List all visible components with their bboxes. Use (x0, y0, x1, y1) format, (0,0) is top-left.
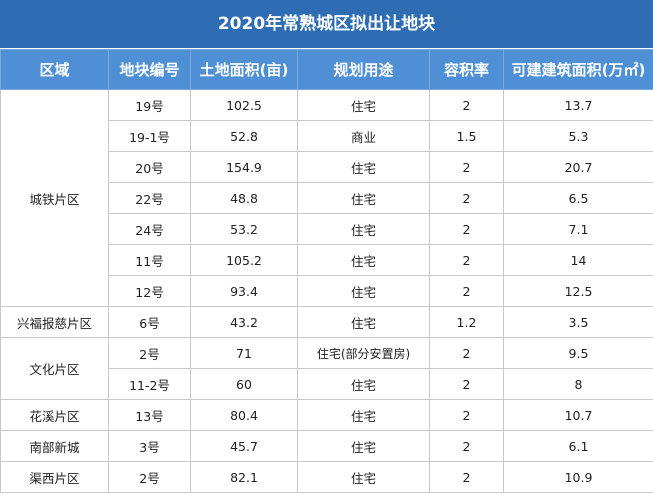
parcel-id-cell: 11-2号 (108, 368, 191, 400)
table-row: 城铁片区 19号 102.5 住宅 2 13.7 (0, 89, 653, 307)
floor-area-cell: 6.5 (503, 182, 653, 214)
usage-cell: 住宅 (297, 151, 430, 183)
plot-ratio-cell: 1.2 (429, 306, 504, 338)
header-district: 区域 (0, 49, 109, 90)
district-cell: 城铁片区 (0, 89, 109, 307)
land-area-cell: 80.4 (190, 399, 298, 431)
floor-area-cell: 5.3 (503, 120, 653, 152)
plot-ratio-cell: 2 (429, 89, 504, 121)
table-row: 22号 48.8 住宅 2 6.5 (1, 182, 653, 214)
land-area-cell: 48.8 (190, 182, 298, 214)
plot-ratio-cell: 2 (429, 182, 504, 214)
floor-area-cell: 14 (503, 244, 653, 276)
usage-cell: 住宅 (297, 89, 430, 121)
parcel-id-cell: 22号 (108, 182, 191, 214)
plot-ratio-cell: 2 (429, 368, 504, 400)
table-row: 花溪片区 13号 80.4 住宅 2 10.7 (0, 399, 653, 431)
header-floor-area: 可建建筑面积(万㎡) (503, 49, 653, 90)
parcel-id-cell: 20号 (108, 151, 191, 183)
land-area-cell: 53.2 (190, 213, 298, 245)
table-row: 11-2号 60 住宅 2 8 (1, 368, 653, 400)
header-row: 区域 地块编号 土地面积(亩) 规划用途 容积率 可建建筑面积(万㎡) (0, 49, 653, 90)
parcel-id-cell: 19-1号 (108, 120, 191, 152)
district-cell: 文化片区 (0, 337, 109, 400)
land-area-cell: 43.2 (190, 306, 298, 338)
floor-area-cell: 10.7 (503, 399, 653, 431)
parcel-id-cell: 11号 (108, 244, 191, 276)
district-cell: 花溪片区 (0, 399, 109, 431)
parcel-id-cell: 13号 (108, 399, 191, 431)
parcel-id-cell: 19号 (108, 89, 191, 121)
header-plot-ratio: 容积率 (429, 49, 504, 90)
parcel-id-cell: 12号 (108, 275, 191, 307)
floor-area-cell: 9.5 (503, 337, 653, 369)
table-row: 文化片区 2号 71 住宅(部分安置房) 2 9.5 (0, 337, 653, 400)
usage-cell: 住宅 (297, 368, 430, 400)
parcel-id-cell: 24号 (108, 213, 191, 245)
plot-ratio-cell: 2 (429, 399, 504, 431)
usage-cell: 住宅 (297, 244, 430, 276)
table-row: 11号 105.2 住宅 2 14 (1, 244, 653, 276)
table-row: 南部新城 3号 45.7 住宅 2 6.1 (0, 430, 653, 462)
usage-cell: 住宅 (297, 399, 430, 431)
floor-area-cell: 3.5 (503, 306, 653, 338)
plot-ratio-cell: 2 (429, 430, 504, 462)
district-cell: 南部新城 (0, 430, 109, 462)
table-row: 20号 154.9 住宅 2 20.7 (1, 151, 653, 183)
table-row: 12号 93.4 住宅 2 12.5 (1, 275, 653, 307)
plot-ratio-cell: 2 (429, 337, 504, 369)
header-parcel-id: 地块编号 (108, 49, 191, 90)
header-land-area: 土地面积(亩) (190, 49, 298, 90)
land-area-cell: 71 (190, 337, 298, 369)
usage-cell: 住宅 (297, 213, 430, 245)
plot-ratio-cell: 1.5 (429, 120, 504, 152)
land-area-cell: 60 (190, 368, 298, 400)
usage-cell: 住宅 (297, 461, 430, 493)
table-row: 渠西片区 2号 82.1 住宅 2 10.9 (0, 461, 653, 493)
land-parcel-table: 区域 地块编号 土地面积(亩) 规划用途 容积率 可建建筑面积(万㎡) 城铁片区… (0, 49, 653, 493)
plot-ratio-cell: 2 (429, 151, 504, 183)
land-area-cell: 45.7 (190, 430, 298, 462)
parcel-id-cell: 2号 (108, 461, 191, 493)
floor-area-cell: 7.1 (503, 213, 653, 245)
plot-ratio-cell: 2 (429, 461, 504, 493)
usage-cell: 商业 (297, 120, 430, 152)
land-area-cell: 102.5 (190, 89, 298, 121)
floor-area-cell: 10.9 (503, 461, 653, 493)
land-area-cell: 93.4 (190, 275, 298, 307)
land-area-cell: 52.8 (190, 120, 298, 152)
district-cell: 渠西片区 (0, 461, 109, 493)
table-row: 24号 53.2 住宅 2 7.1 (1, 213, 653, 245)
floor-area-cell: 6.1 (503, 430, 653, 462)
usage-cell: 住宅 (297, 275, 430, 307)
table-row: 19-1号 52.8 商业 1.5 5.3 (1, 120, 653, 152)
land-area-cell: 82.1 (190, 461, 298, 493)
land-area-cell: 154.9 (190, 151, 298, 183)
usage-cell: 住宅 (297, 306, 430, 338)
plot-ratio-cell: 2 (429, 275, 504, 307)
plot-ratio-cell: 2 (429, 244, 504, 276)
parcel-id-cell: 2号 (108, 337, 191, 369)
plot-ratio-cell: 2 (429, 213, 504, 245)
floor-area-cell: 8 (503, 368, 653, 400)
parcel-id-cell: 6号 (108, 306, 191, 338)
floor-area-cell: 20.7 (503, 151, 653, 183)
land-area-cell: 105.2 (190, 244, 298, 276)
usage-cell: 住宅(部分安置房) (297, 337, 430, 369)
floor-area-cell: 12.5 (503, 275, 653, 307)
table-title: 2020年常熟城区拟出让地块 (0, 0, 653, 49)
table-body: 城铁片区 19号 102.5 住宅 2 13.7 19-1号 52.8 商业 1.5 5.3 20号 1… (0, 89, 653, 493)
header-usage: 规划用途 (297, 49, 430, 90)
floor-area-cell: 13.7 (503, 89, 653, 121)
parcel-id-cell: 3号 (108, 430, 191, 462)
usage-cell: 住宅 (297, 182, 430, 214)
usage-cell: 住宅 (297, 430, 430, 462)
table-row: 兴福报慈片区 6号 43.2 住宅 1.2 3.5 (0, 306, 653, 338)
district-cell: 兴福报慈片区 (0, 306, 109, 338)
